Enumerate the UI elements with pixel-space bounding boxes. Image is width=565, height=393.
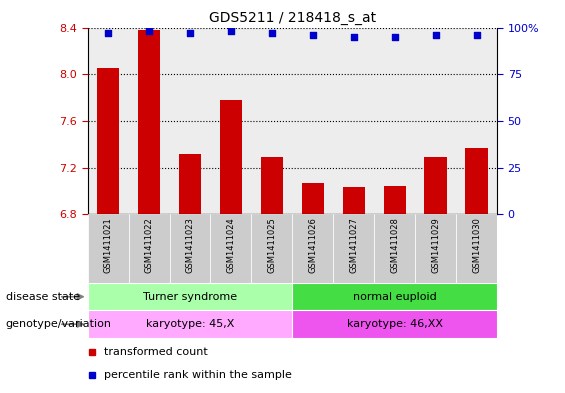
Bar [170,214,210,283]
Bar [293,310,497,338]
Text: normal euploid: normal euploid [353,292,437,302]
Point [267,30,276,36]
Bar [374,28,415,214]
Bar [415,214,457,283]
Point [185,30,194,36]
Bar [251,214,293,283]
Bar [251,28,293,214]
Text: GSM1411030: GSM1411030 [472,218,481,274]
Text: percentile rank within the sample: percentile rank within the sample [104,370,292,380]
Bar [211,28,251,214]
Bar [374,214,415,283]
Point [390,34,399,40]
Text: Turner syndrome: Turner syndrome [143,292,237,302]
Bar [88,310,293,338]
Bar [293,214,333,283]
Text: transformed count: transformed count [104,347,208,357]
Bar [170,28,210,214]
Bar [88,283,293,310]
Bar [333,28,374,214]
Bar [466,148,488,214]
Point [227,28,236,35]
Bar [333,214,374,283]
Bar [384,186,406,214]
Text: GSM1411026: GSM1411026 [308,218,318,274]
Text: GSM1411025: GSM1411025 [267,218,276,274]
Bar [260,157,283,214]
Bar [415,28,457,214]
Bar [129,214,170,283]
Point [431,32,440,38]
Text: GSM1411023: GSM1411023 [185,218,194,274]
Bar [293,28,333,214]
Title: GDS5211 / 218418_s_at: GDS5211 / 218418_s_at [209,11,376,25]
Text: GSM1411021: GSM1411021 [103,218,112,274]
Point [349,34,358,40]
Text: GSM1411027: GSM1411027 [349,218,358,274]
Point [472,32,481,38]
Bar [457,28,497,214]
Bar [179,154,201,214]
Text: GSM1411029: GSM1411029 [431,218,440,274]
Bar [457,214,497,283]
Text: GSM1411028: GSM1411028 [390,218,399,274]
Bar [424,157,447,214]
Bar [138,30,160,214]
Bar [88,28,129,214]
Text: GSM1411024: GSM1411024 [227,218,236,274]
Text: disease state: disease state [6,292,80,302]
Bar [302,183,324,214]
Text: GSM1411022: GSM1411022 [145,218,154,274]
Point [308,32,318,38]
Bar [97,68,119,214]
Point [103,30,112,36]
Bar [220,100,242,214]
Bar [342,187,365,214]
Bar [88,214,129,283]
Text: genotype/variation: genotype/variation [6,319,112,329]
Text: karyotype: 46,XX: karyotype: 46,XX [347,319,443,329]
Bar [211,214,251,283]
Text: karyotype: 45,X: karyotype: 45,X [146,319,234,329]
Point [145,28,154,35]
Bar [293,283,497,310]
Bar [129,28,170,214]
